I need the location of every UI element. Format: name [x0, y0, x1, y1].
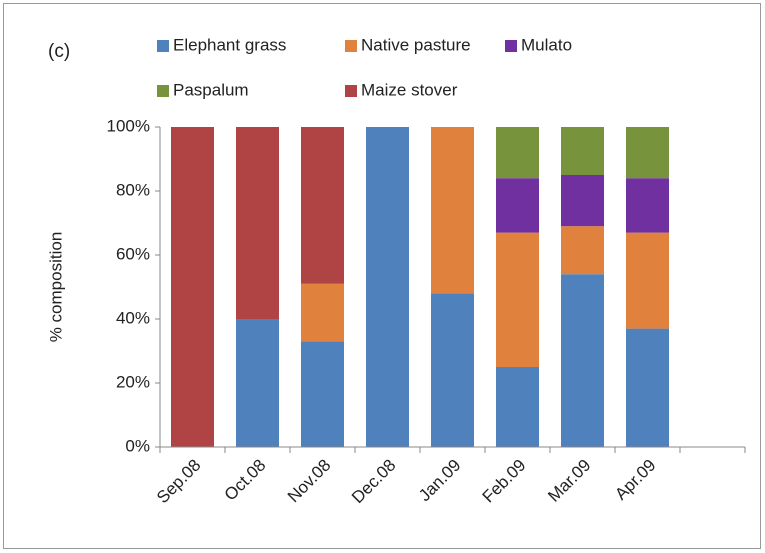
bar-segment	[561, 274, 604, 447]
bar-segment	[301, 127, 344, 284]
bar-segment	[236, 127, 279, 319]
panel-label: (c)	[48, 41, 70, 62]
y-axis-title: % composition	[46, 232, 65, 343]
legend-label: Mulato	[521, 35, 572, 54]
y-tick-label: 40%	[116, 308, 150, 327]
bar-segment	[496, 127, 539, 179]
legend-label: Elephant grass	[173, 35, 286, 54]
bar-segment	[236, 319, 279, 447]
y-tick-label: 100%	[107, 116, 150, 135]
bar-segment	[366, 127, 409, 447]
legend-swatch	[345, 40, 357, 52]
bar-segment	[496, 367, 539, 447]
legend-swatch	[157, 40, 169, 52]
bar-segment	[496, 178, 539, 233]
y-tick-label: 80%	[116, 180, 150, 199]
bar-segment	[561, 226, 604, 275]
legend-label: Native pasture	[361, 35, 471, 54]
bar-segment	[626, 328, 669, 447]
bar-segment	[171, 127, 214, 447]
legend-swatch	[345, 85, 357, 97]
y-tick-label: 0%	[125, 436, 150, 455]
bar-segment	[301, 341, 344, 447]
legend-swatch	[505, 40, 517, 52]
legend-label: Maize stover	[361, 80, 458, 99]
legend-label: Paspalum	[173, 80, 249, 99]
bar-segment	[626, 127, 669, 179]
bar-segment	[561, 175, 604, 227]
bar-segment	[561, 127, 604, 175]
y-tick-label: 20%	[116, 372, 150, 391]
bar-segment	[431, 127, 474, 294]
bar-segment	[496, 232, 539, 367]
bar-segment	[301, 283, 344, 342]
bar-segment	[626, 232, 669, 329]
legend-swatch	[157, 85, 169, 97]
bar-segment	[431, 293, 474, 447]
y-tick-label: 60%	[116, 244, 150, 263]
bar-segment	[626, 178, 669, 233]
